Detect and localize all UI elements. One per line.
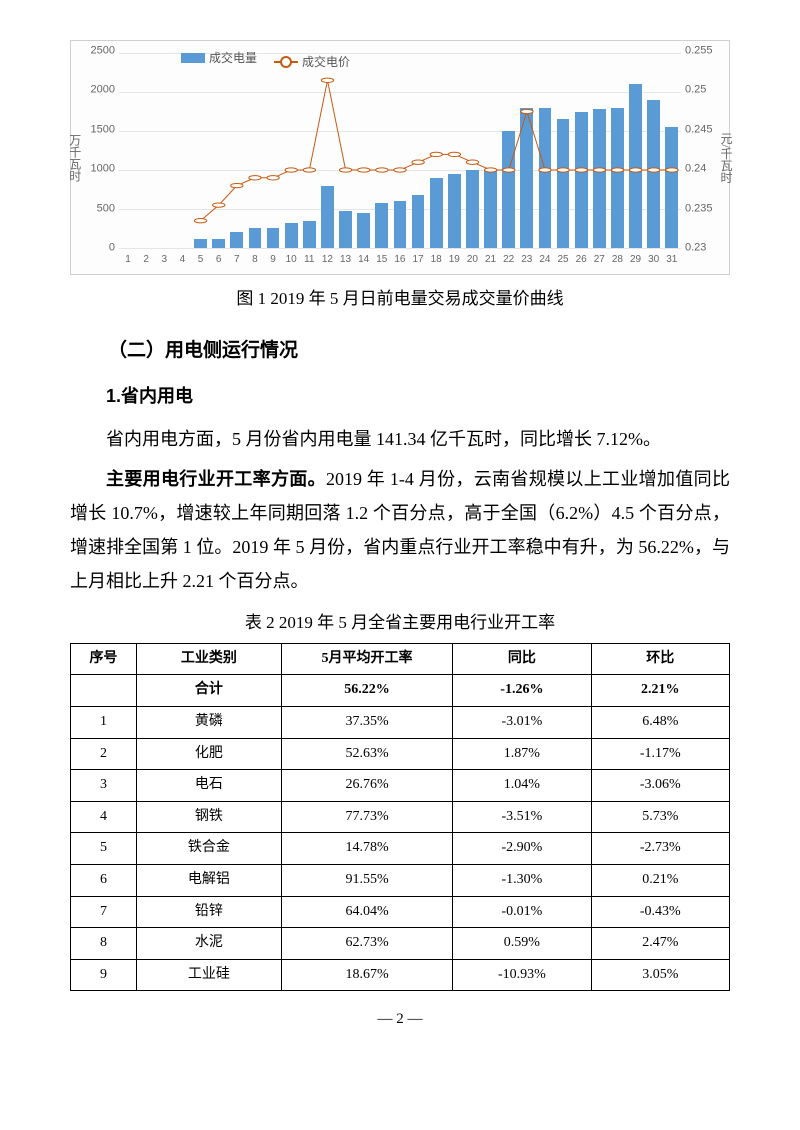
table-row: 9工业硅18.67%-10.93%3.05%: [71, 959, 730, 991]
table-header-cell: 环比: [591, 643, 729, 675]
table-header-row: 序号工业类别5月平均开工率同比环比: [71, 643, 730, 675]
bar-series: [119, 53, 681, 248]
y-axis-right: 0.230.2350.240.2450.250.255: [685, 51, 723, 248]
y-axis-left: 05001000150020002500: [77, 51, 115, 248]
paragraph-1: 省内用电方面，5 月份省内用电量 141.34 亿千瓦时，同比增长 7.12%。: [70, 422, 730, 456]
x-axis: 1234567891011121314151617181920212223242…: [119, 250, 681, 266]
table-head: 序号工业类别5月平均开工率同比环比: [71, 643, 730, 675]
table-row: 8水泥62.73%0.59%2.47%: [71, 928, 730, 960]
paragraph-2: 主要用电行业开工率方面。2019 年 1-4 月份，云南省规模以上工业增加值同比…: [70, 462, 730, 599]
table-row: 5铁合金14.78%-2.90%-2.73%: [71, 833, 730, 865]
table-row: 1黄磷37.35%-3.01%6.48%: [71, 707, 730, 739]
legend-line: 成交电价: [274, 51, 350, 74]
legend-bar: 成交电量: [181, 47, 257, 70]
table-row: 3电石26.76%1.04%-3.06%: [71, 770, 730, 802]
operating-rate-table: 序号工业类别5月平均开工率同比环比 合计56.22%-1.26%2.21%1黄磷…: [70, 643, 730, 992]
section-2-heading: （二）用电侧运行情况: [70, 333, 730, 369]
para2-bold: 主要用电行业开工率方面。: [106, 469, 326, 489]
legend-bar-swatch: [181, 53, 205, 63]
table-caption: 表 2 2019 年 5 月全省主要用电行业开工率: [70, 607, 730, 639]
legend-bar-label: 成交电量: [209, 47, 257, 70]
legend-line-swatch: [274, 61, 298, 63]
table-header-cell: 同比: [453, 643, 591, 675]
table-body: 合计56.22%-1.26%2.21%1黄磷37.35%-3.01%6.48%2…: [71, 675, 730, 991]
chart-plot-area: [119, 53, 681, 248]
table-header-cell: 工业类别: [136, 643, 281, 675]
legend-line-label: 成交电价: [302, 51, 350, 74]
volume-price-chart: 万千瓦时 元/千瓦时 05001000150020002500 0.230.23…: [70, 40, 730, 275]
table-header-cell: 序号: [71, 643, 137, 675]
figure-caption: 图 1 2019 年 5 月日前电量交易成交量价曲线: [70, 283, 730, 315]
table-row: 6电解铝91.55%-1.30%0.21%: [71, 864, 730, 896]
chart-legend: 成交电量 成交电价: [181, 47, 364, 74]
table-header-cell: 5月平均开工率: [281, 643, 452, 675]
table-total-row: 合计56.22%-1.26%2.21%: [71, 675, 730, 707]
sub-heading-1: 1.省内用电: [70, 379, 730, 413]
table-row: 4钢铁77.73%-3.51%5.73%: [71, 801, 730, 833]
table-row: 2化肥52.63%1.87%-1.17%: [71, 738, 730, 770]
page-number: — 2 —: [70, 1005, 730, 1034]
table-row: 7铅锌64.04%-0.01%-0.43%: [71, 896, 730, 928]
